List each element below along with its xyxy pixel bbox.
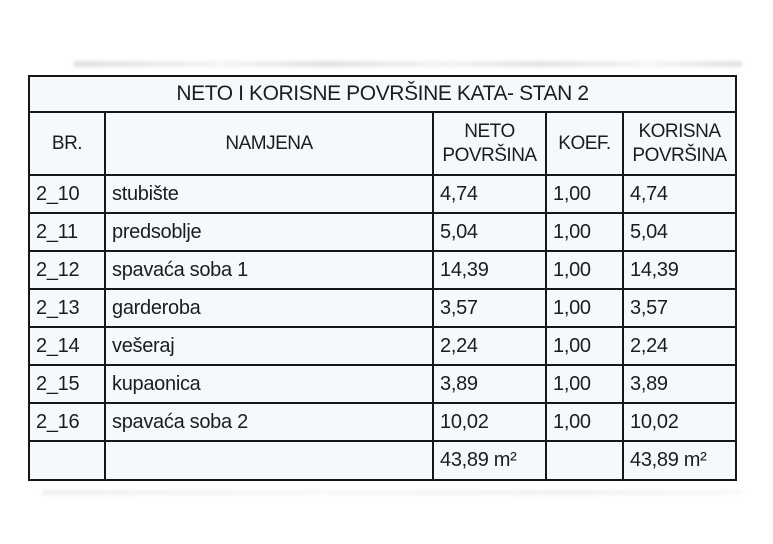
cell-koef: 1,00 (545, 212, 624, 252)
cell-korisna: 14,39 (622, 250, 737, 290)
cell-namjena: spavaća soba 2 (104, 402, 434, 442)
cell-neto: 4,74 (432, 174, 547, 214)
cell-neto-total: 43,89 m² (432, 440, 547, 481)
cell-neto: 5,04 (432, 212, 547, 252)
cell-namjena: kupaonica (104, 364, 434, 404)
cell-br: 2_13 (28, 288, 106, 328)
cell-namjena: vešeraj (104, 326, 434, 366)
cell-korisna: 5,04 (622, 212, 737, 252)
cell-koef: 1,00 (545, 364, 624, 404)
column-header-namjena: NAMJENA (104, 111, 434, 176)
column-header-korisna-povrsina: KORISNA POVRŠINA (622, 111, 737, 176)
cell-namjena: predsoblje (104, 212, 434, 252)
cell-neto: 3,89 (432, 364, 547, 404)
table-header-row: BR. NAMJENA NETO POVRŠINA KOEF. KORISNA … (28, 111, 737, 176)
cell-korisna: 3,57 (622, 288, 737, 328)
cell-koef: 1,00 (545, 250, 624, 290)
cell-korisna: 3,89 (622, 364, 737, 404)
table-row: 2_16 spavaća soba 2 10,02 1,00 10,02 (28, 402, 737, 442)
cell-neto: 10,02 (432, 402, 547, 442)
cell-koef: 1,00 (545, 326, 624, 366)
cell-korisna-total: 43,89 m² (622, 440, 737, 481)
scan-artifact-top (74, 61, 742, 67)
cell-namjena: garderoba (104, 288, 434, 328)
cell-neto: 14,39 (432, 250, 547, 290)
cell-br-empty (28, 440, 106, 481)
cell-koef: 1,00 (545, 174, 624, 214)
table-row: 2_15 kupaonica 3,89 1,00 3,89 (28, 364, 737, 404)
cell-br: 2_15 (28, 364, 106, 404)
table-title-row: NETO I KORISNE POVRŠINE KATA- STAN 2 (28, 75, 737, 113)
table-total-row: 43,89 m² 43,89 m² (28, 440, 737, 481)
cell-namjena-empty (104, 440, 434, 481)
cell-koef: 1,00 (545, 288, 624, 328)
cell-namjena: spavaća soba 1 (104, 250, 434, 290)
table-row: 2_10 stubište 4,74 1,00 4,74 (28, 174, 737, 214)
cell-br: 2_12 (28, 250, 106, 290)
cell-br: 2_10 (28, 174, 106, 214)
cell-koef: 1,00 (545, 402, 624, 442)
cell-namjena: stubište (104, 174, 434, 214)
column-header-neto-povrsina: NETO POVRŠINA (432, 111, 547, 176)
cell-korisna: 2,24 (622, 326, 737, 366)
table-row: 2_12 spavaća soba 1 14,39 1,00 14,39 (28, 250, 737, 290)
cell-br: 2_14 (28, 326, 106, 366)
column-header-br: BR. (28, 111, 106, 176)
cell-neto: 2,24 (432, 326, 547, 366)
cell-br: 2_16 (28, 402, 106, 442)
net-usable-area-table: NETO I KORISNE POVRŠINE KATA- STAN 2 BR.… (28, 75, 737, 481)
cell-koef-empty (545, 440, 624, 481)
cell-br: 2_11 (28, 212, 106, 252)
table-row: 2_13 garderoba 3,57 1,00 3,57 (28, 288, 737, 328)
table-title: NETO I KORISNE POVRŠINE KATA- STAN 2 (28, 75, 737, 113)
cell-neto: 3,57 (432, 288, 547, 328)
table-row: 2_14 vešeraj 2,24 1,00 2,24 (28, 326, 737, 366)
scan-artifact-bottom (42, 490, 742, 495)
column-header-koef: KOEF. (545, 111, 624, 176)
table-row: 2_11 predsoblje 5,04 1,00 5,04 (28, 212, 737, 252)
cell-korisna: 10,02 (622, 402, 737, 442)
cell-korisna: 4,74 (622, 174, 737, 214)
